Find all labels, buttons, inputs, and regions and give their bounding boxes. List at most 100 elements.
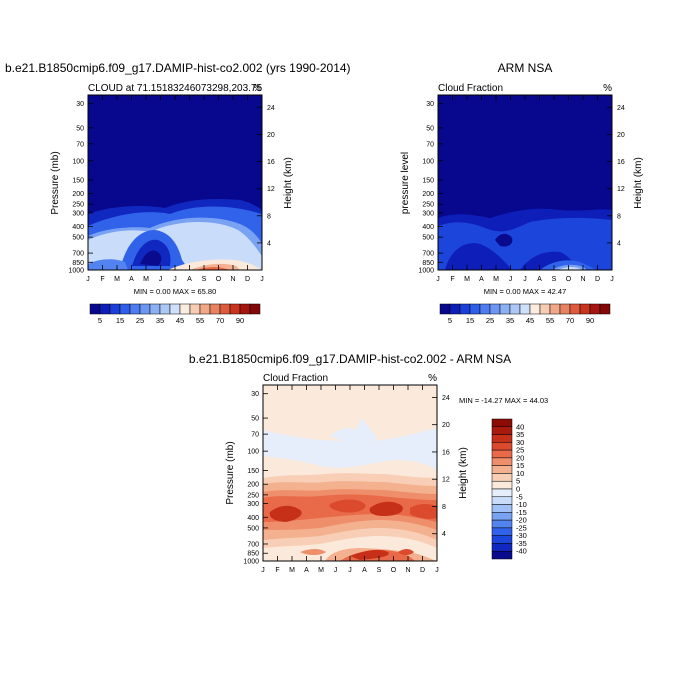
colorbar-swatch [491, 527, 513, 536]
colorbar-swatch [249, 303, 261, 315]
x-tick-label: J [348, 567, 352, 574]
colorbar-label: 20 [516, 453, 524, 462]
x-tick-label: J [260, 276, 264, 283]
obs-units: % [603, 83, 612, 94]
colorbar-swatch [499, 303, 511, 315]
x-tick-label: J [436, 276, 440, 283]
x-tick-label: F [450, 276, 454, 283]
colorbar-swatch [491, 434, 513, 443]
colorbar-swatch [491, 519, 513, 529]
diff-y-label: Pressure (mb) [225, 441, 236, 504]
y-tick-label: 50 [76, 125, 84, 132]
colorbar-swatch [491, 550, 513, 560]
colorbar-label: 35 [156, 316, 164, 325]
diff-subtitle: Cloud Fraction [263, 373, 328, 384]
model-contour-field [88, 95, 262, 270]
colorbar-label: 40 [516, 422, 524, 431]
x-tick-label: O [391, 567, 397, 574]
x-tick-label: M [318, 567, 324, 574]
x-tick-label: N [230, 276, 235, 283]
colorbar-swatch [529, 303, 541, 315]
x-tick-label: M [114, 276, 120, 283]
diff-contour-field [263, 385, 437, 561]
y2-tick-label: 24 [442, 395, 450, 402]
colorbar-swatch [479, 303, 491, 315]
colorbar-label: 45 [526, 316, 534, 325]
colorbar-label: -25 [516, 523, 527, 532]
obs-y2-label: Height (km) [633, 157, 644, 209]
diff-title: b.e21.B1850cmip6.f09_g17.DAMIP-hist-co2.… [189, 352, 511, 366]
y-tick-label: 70 [251, 432, 259, 439]
colorbar-swatch [219, 303, 231, 315]
colorbar-label: -15 [516, 508, 527, 517]
x-tick-label: O [566, 276, 572, 283]
colorbar-label: 5 [448, 316, 452, 325]
x-tick-label: J [86, 276, 90, 283]
x-tick-label: A [304, 567, 309, 574]
colorbar-label: 25 [486, 316, 494, 325]
colorbar-label: 70 [566, 316, 574, 325]
x-tick-label: M [289, 567, 295, 574]
y-tick-label: 70 [76, 141, 84, 148]
y2-tick-label: 12 [267, 186, 275, 193]
colorbar-swatch [491, 488, 513, 498]
colorbar-swatch [449, 303, 461, 315]
y-tick-label: 500 [72, 235, 84, 242]
y2-tick-label: 24 [617, 105, 625, 112]
y-tick-label: 150 [247, 468, 259, 475]
y-tick-label: 850 [72, 260, 84, 267]
x-tick-label: M [464, 276, 470, 283]
colorbar-swatch [569, 303, 581, 315]
x-tick-label: M [143, 276, 149, 283]
x-tick-label: J [334, 567, 338, 574]
colorbar-label: 25 [136, 316, 144, 325]
y2-tick-label: 12 [617, 186, 625, 193]
colorbar-swatch [539, 303, 551, 315]
colorbar-swatch [139, 303, 151, 315]
y-tick-label: 700 [422, 251, 434, 258]
y-tick-label: 200 [422, 191, 434, 198]
colorbar-swatch [99, 303, 111, 315]
colorbar-swatch [509, 303, 521, 315]
colorbar-swatch [491, 512, 513, 521]
diff-minmax: MIN = -14.27 MAX = 44.03 [459, 396, 548, 405]
colorbar-swatch [229, 303, 241, 315]
x-tick-label: A [537, 276, 542, 283]
y-tick-label: 100 [247, 449, 259, 456]
x-tick-label: J [509, 276, 513, 283]
colorbar-swatch [491, 465, 513, 474]
colorbar-label: 90 [236, 316, 244, 325]
colorbar-swatch [439, 303, 451, 315]
colorbar-swatch [179, 303, 191, 315]
x-tick-label: J [261, 567, 265, 574]
y2-tick-label: 8 [617, 213, 621, 220]
colorbar-swatch [491, 442, 513, 451]
y-tick-label: 1000 [68, 268, 84, 275]
colorbar-label: 70 [216, 316, 224, 325]
y2-tick-label: 8 [442, 504, 446, 511]
y-tick-label: 700 [247, 541, 259, 548]
y-tick-label: 250 [247, 492, 259, 499]
diff-y2-label: Height (km) [458, 447, 469, 499]
y-tick-label: 250 [422, 202, 434, 209]
colorbar-label: -40 [516, 547, 527, 556]
panel-model: b.e21.B1850cmip6.f09_g17.DAMIP-hist-co2.… [5, 61, 351, 325]
colorbar-label: 35 [506, 316, 514, 325]
colorbar-label: 90 [586, 316, 594, 325]
colorbar-swatch [159, 303, 171, 315]
colorbar-swatch [491, 426, 513, 435]
x-tick-label: J [159, 276, 163, 283]
y-tick-label: 150 [72, 178, 84, 185]
colorbar-label: 55 [546, 316, 554, 325]
y2-tick-label: 16 [617, 159, 625, 166]
colorbar-label: -35 [516, 539, 527, 548]
colorbar-swatch [89, 303, 101, 315]
colorbar-label: 0 [516, 485, 520, 494]
y-tick-label: 300 [422, 210, 434, 217]
colorbar-swatch [169, 303, 181, 315]
y-tick-label: 200 [247, 482, 259, 489]
y-tick-label: 30 [426, 101, 434, 108]
y-tick-label: 100 [422, 158, 434, 165]
colorbar-swatch [491, 449, 513, 459]
